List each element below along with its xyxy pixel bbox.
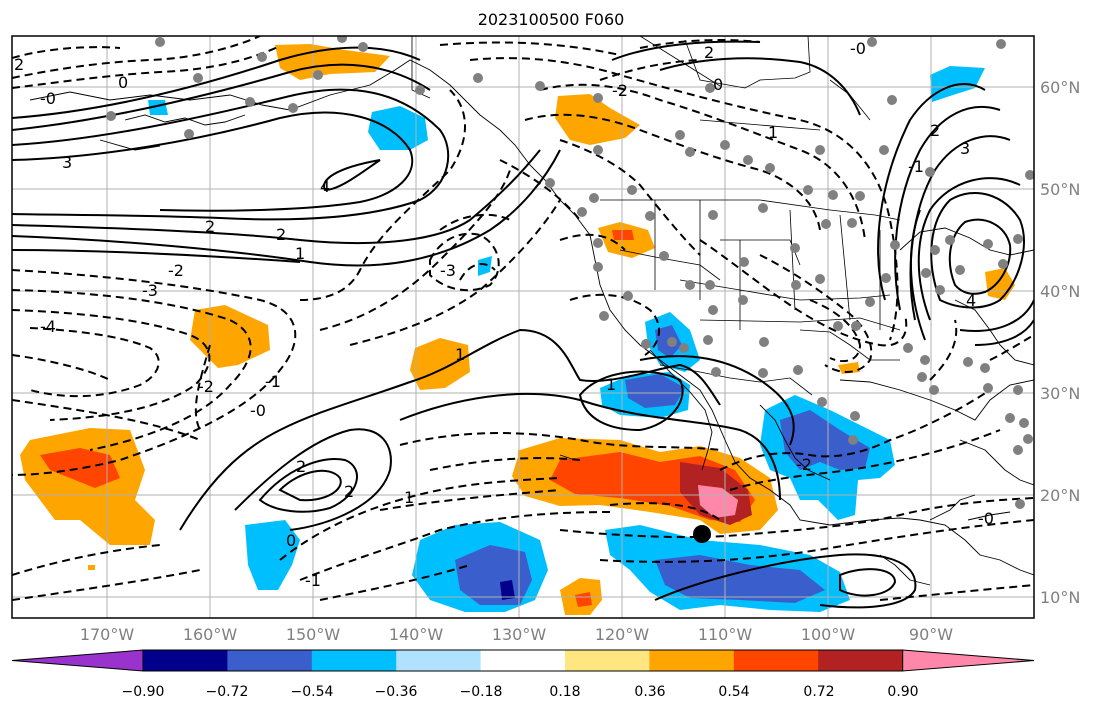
colorbar-tick-label: −0.18 [460,684,503,700]
contour-label: 4 [966,291,976,310]
colorbar-arrow-right [902,649,1035,672]
longitude-tick-labels: 170°W 160°W 150°W 140°W 130°W 120°W 110°… [80,625,953,644]
contour-label: -1 [305,571,321,590]
station-dots [106,36,1034,509]
colorbar-segment [565,650,650,671]
colorbar-arrow-left [11,649,144,672]
contour-label: -0 [40,89,56,108]
colorbar-segment [396,650,482,671]
lon-label: 140°W [389,625,444,644]
contour-label: -0 [978,509,994,528]
contour-label: -3 [440,261,456,280]
contour-labels: 2 0 -0 3 4 2 2 1 -3 -2 -3 -4 -2 -1 -0 2 … [14,39,994,590]
contour-label: 2 [704,43,714,62]
lat-label: 20°N [1040,486,1080,505]
colorbar-segment [480,650,566,671]
colorbar-segment [227,650,313,671]
lon-label: 120°W [595,625,650,644]
contour-label: 2 [205,217,215,236]
lat-label: 30°N [1040,384,1080,403]
shade-red [40,448,120,488]
contour-label: -0 [850,39,866,58]
shade-orange [88,565,95,570]
contour-label: 4 [320,177,330,196]
shade-royal [655,555,825,603]
contour-label: -2 [198,377,214,396]
contour-label: -2 [796,455,812,474]
contour-label: 1 [606,375,616,394]
lon-label: 160°W [183,625,238,644]
shade-blue [368,106,428,150]
contour-label: -0 [250,401,266,420]
shade-blue [478,256,492,276]
contour-label: 2 [276,225,286,244]
lon-label: 150°W [286,625,341,644]
colorbar [11,649,1035,672]
colorbar-tick-label: 0.90 [887,684,918,700]
colorbar-tick-label: 0.54 [718,684,749,700]
contour-label: -1 [265,372,281,391]
colorbar-tick-label: −0.36 [375,684,418,700]
contour-label: -1 [908,157,924,176]
contour-label: 3 [62,153,72,172]
lat-label: 10°N [1040,588,1080,607]
lon-label: 90°W [909,625,953,644]
colorbar-tick-label: −0.72 [206,684,249,700]
contour-label: 2 [344,482,354,501]
lon-label: 100°W [801,625,856,644]
colorbar-segment [818,650,904,671]
contour-label: 2 [14,55,24,74]
contour-label: 0 [286,531,296,550]
map-title: 2023100500 F060 [477,10,625,29]
contour-label: 3 [960,139,970,158]
colorbar-segment [311,650,397,671]
contour-label: -3 [142,281,158,300]
shade-orange [838,362,860,374]
colorbar-tick-labels: −0.90 −0.72 −0.54 −0.36 −0.18 0.18 0.36 … [122,684,919,700]
latitude-tick-labels: 60°N 50°N 40°N 30°N 20°N 10°N [1040,78,1080,607]
colorbar-segment [733,650,819,671]
colorbar-segment [649,650,735,671]
contour-label: 2 [296,457,306,476]
contour-label: 1 [768,123,778,142]
contours-dashed [12,36,1034,601]
map-plot-area: 2 0 -0 3 4 2 2 1 -3 -2 -3 -4 -2 -1 -0 2 … [12,36,1034,618]
colorbar-tick-label: 0.18 [549,684,580,700]
contour-label: -4 [40,317,56,336]
contour-label: 0 [118,73,128,92]
colorbar-segment [143,650,228,671]
colorbar-tick-label: −0.54 [291,684,334,700]
shade-pink [698,485,738,518]
colorbar-tick-label: 0.36 [634,684,665,700]
contour-label: -2 [168,261,184,280]
shade-navy [500,580,515,600]
lat-label: 50°N [1040,180,1080,199]
lat-label: 40°N [1040,282,1080,301]
lat-label: 60°N [1040,78,1080,97]
shade-orange [555,94,640,145]
contour-label: 1 [455,345,465,364]
contour-label: 1 [295,244,305,263]
shade-red [612,230,634,240]
map-frame [11,35,1035,619]
contour-label: 0 [713,75,723,94]
shade-royal [625,374,685,408]
lon-label: 130°W [492,625,547,644]
highlight-marker [693,525,711,543]
shade-red [575,592,592,607]
shade-blue [245,520,300,590]
contour-label: -2 [612,81,628,100]
colorbar-tick-label: −0.90 [122,684,165,700]
lon-label: 170°W [80,625,135,644]
lon-label: 110°W [698,625,753,644]
colorbar-border [142,649,904,672]
contour-label: 2 [930,121,940,140]
colorbar-tick-label: 0.72 [803,684,834,700]
contour-label: 1 [404,488,414,507]
